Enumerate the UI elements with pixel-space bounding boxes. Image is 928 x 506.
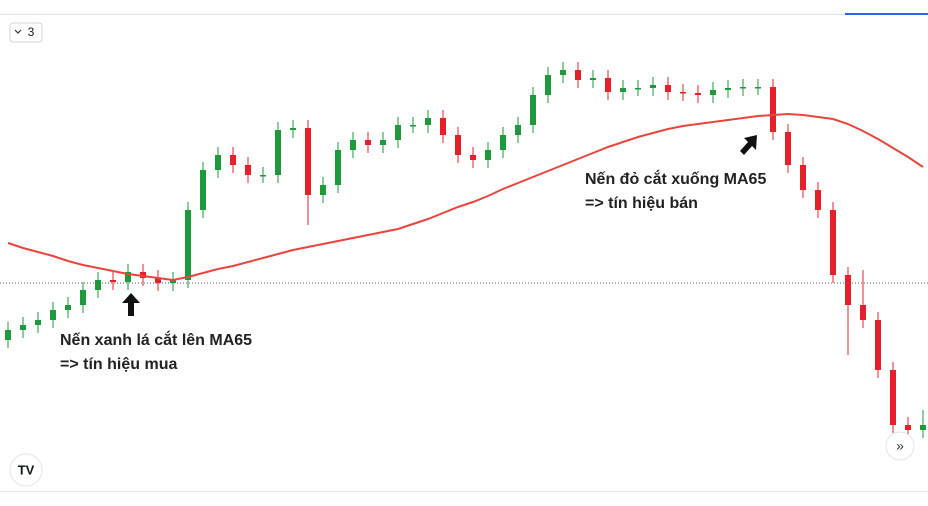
candle-body: [395, 125, 401, 140]
candle-body: [725, 88, 731, 90]
candle-body: [320, 185, 326, 195]
ma-line: [7, 112, 924, 282]
candle-body: [605, 78, 611, 92]
logo-badge: [9, 453, 43, 487]
candle-body: [800, 165, 806, 190]
candle-body: [920, 425, 926, 430]
candle-body: [410, 125, 416, 127]
annotation: Nến xanh lá cắt lên MA65: [60, 330, 252, 349]
candle-body: [875, 320, 881, 370]
candle-body: [500, 135, 506, 150]
candle-body: [710, 90, 716, 95]
candle-body: [65, 305, 71, 310]
chevron-icon: [14, 29, 22, 34]
candle-body: [815, 190, 821, 210]
candle-body: [545, 75, 551, 95]
annotation: => tín hiệu mua: [60, 356, 177, 373]
scroll-icon: »: [896, 438, 904, 454]
candle-body: [845, 275, 851, 305]
candle-body: [515, 125, 521, 135]
candle-body: [650, 85, 656, 88]
candle-body: [170, 280, 176, 283]
candle-body: [575, 70, 581, 80]
candle-body: [620, 88, 626, 92]
candle-body: [350, 140, 356, 150]
candle-body: [635, 88, 641, 90]
scroll-button[interactable]: [885, 431, 915, 461]
candle-body: [890, 370, 896, 425]
candle-body: [290, 128, 296, 130]
candle-body: [185, 210, 191, 280]
candle-body: [740, 87, 746, 89]
logo: TV: [18, 462, 35, 477]
candle-body: [80, 290, 86, 305]
candle-body: [50, 310, 56, 320]
candle-body: [470, 155, 476, 160]
annotation: Nến đỏ cắt xuống MA65: [585, 169, 766, 188]
candle-body: [260, 175, 266, 177]
candle-body: [35, 320, 41, 325]
candle-body: [335, 150, 341, 185]
candle-body: [425, 118, 431, 125]
candle-body: [695, 93, 701, 95]
candle-body: [215, 155, 221, 170]
candle-body: [680, 92, 686, 94]
candle-body: [305, 128, 311, 195]
candle-body: [455, 135, 461, 155]
interval-button[interactable]: [9, 22, 43, 43]
annotation: => tín hiệu bán: [585, 195, 698, 212]
candle-body: [365, 140, 371, 145]
candle-body: [755, 87, 761, 89]
candle-body: [905, 425, 911, 430]
buy-arrow: [122, 293, 140, 316]
candle-body: [860, 305, 866, 320]
candle-body: [770, 87, 776, 132]
candle-body: [785, 132, 791, 165]
candle-body: [230, 155, 236, 165]
candle-body: [665, 85, 671, 92]
candle-body: [485, 150, 491, 160]
plot-area: [0, 62, 928, 438]
sell-arrow: [740, 135, 757, 155]
candle-body: [380, 140, 386, 145]
candle-body: [830, 210, 836, 275]
candle-body: [560, 70, 566, 75]
candle-body: [5, 330, 11, 340]
candle-body: [245, 165, 251, 175]
candle-body: [530, 95, 536, 125]
candle-body: [200, 170, 206, 210]
candle-body: [440, 118, 446, 135]
candle-body: [95, 280, 101, 290]
interval-label: 3: [28, 25, 35, 39]
candle-body: [110, 280, 116, 282]
candle-body: [155, 278, 161, 283]
candle-body: [275, 130, 281, 175]
candle-body: [590, 78, 596, 80]
candle-body: [20, 325, 26, 330]
candle-body: [125, 272, 131, 282]
